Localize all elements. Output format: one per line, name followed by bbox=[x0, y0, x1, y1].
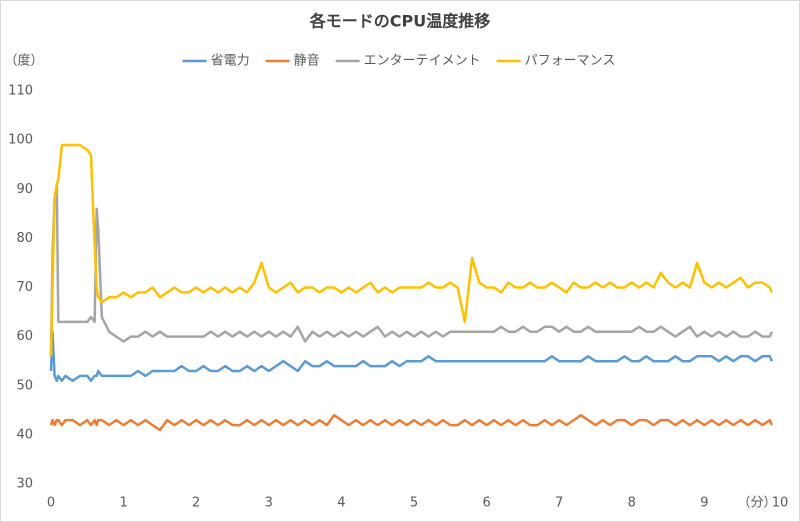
y-tick-label: 60 bbox=[16, 329, 33, 344]
y-tick-label: 90 bbox=[16, 182, 33, 197]
x-tick-label: 10 bbox=[772, 496, 789, 511]
y-tick-label: 100 bbox=[8, 133, 33, 148]
y-tick-label: 30 bbox=[16, 477, 33, 492]
legend-label: エンターテイメント bbox=[364, 54, 481, 69]
x-axis-label: （分） bbox=[737, 496, 776, 511]
legend-label: パフォーマンス bbox=[525, 54, 616, 69]
legend-item: 省電力 bbox=[182, 54, 250, 69]
x-tick-label: 8 bbox=[628, 496, 636, 511]
x-tick-label: 4 bbox=[337, 496, 345, 511]
x-tick-label: 7 bbox=[555, 496, 563, 511]
legend-item: エンターテイメント bbox=[335, 54, 481, 69]
chart-title: 各モードのCPU温度推移 bbox=[309, 12, 490, 31]
legend-label: 静音 bbox=[294, 53, 320, 69]
x-tick-label: 0 bbox=[47, 496, 55, 511]
x-tick-label: 1 bbox=[119, 496, 127, 511]
data-line bbox=[49, 330, 774, 383]
y-tick-label: 50 bbox=[16, 378, 33, 393]
legend-item: 静音 bbox=[265, 53, 320, 69]
legend-item: パフォーマンス bbox=[496, 54, 616, 69]
x-tick-label: 9 bbox=[700, 496, 708, 511]
data-line bbox=[49, 143, 774, 357]
y-tick-label: 110 bbox=[8, 84, 33, 99]
y-tick-label: 40 bbox=[16, 427, 33, 442]
y-tick-label: 80 bbox=[16, 231, 33, 246]
data-line bbox=[49, 413, 774, 432]
y-tick-label: 70 bbox=[16, 280, 33, 295]
x-tick-label: 6 bbox=[482, 496, 490, 511]
x-tick-label: 3 bbox=[265, 496, 273, 511]
data-line bbox=[49, 183, 774, 357]
legend-label: 省電力 bbox=[211, 54, 250, 69]
x-tick-label: 5 bbox=[410, 496, 418, 511]
x-tick-label: 2 bbox=[192, 496, 200, 511]
y-axis-label: （度） bbox=[4, 53, 43, 69]
